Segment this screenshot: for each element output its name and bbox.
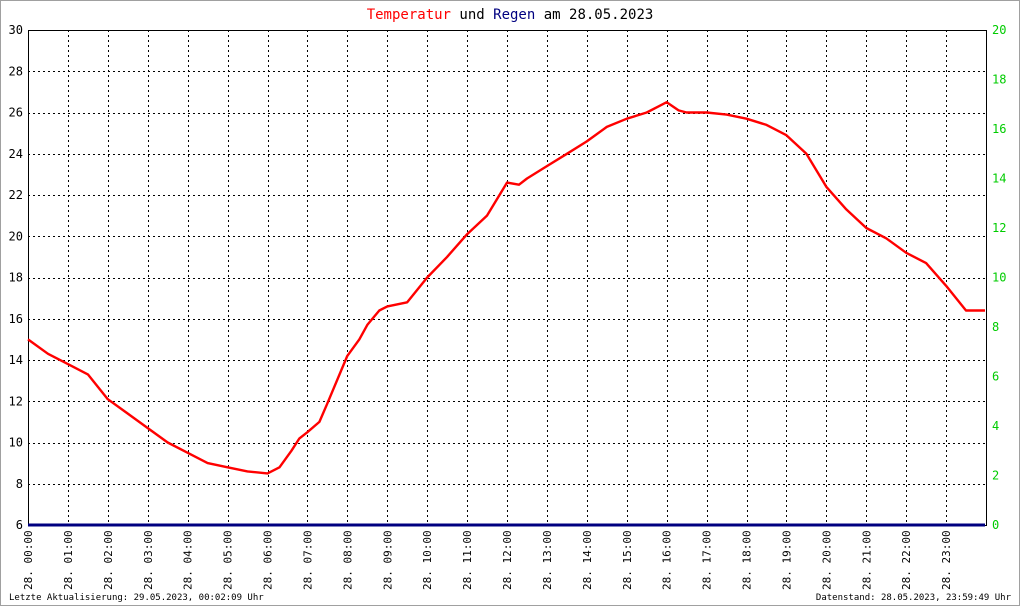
y-right-tick-label: 2 <box>992 469 999 483</box>
x-tick-label: 28. 05:00 <box>222 530 235 590</box>
y-left-tick-label: 8 <box>16 477 23 491</box>
y-right-tick-label: 10 <box>992 271 1006 285</box>
y-right-tick-label: 20 <box>992 23 1006 37</box>
x-tick-label: 28. 10:00 <box>421 530 434 590</box>
y-left-tick-label: 26 <box>9 106 23 120</box>
y-right-tick-label: 14 <box>992 172 1006 186</box>
y-left-tick-label: 30 <box>9 23 23 37</box>
x-tick-label: 28. 15:00 <box>621 530 634 590</box>
x-tick-label: 28. 18:00 <box>741 530 754 590</box>
y-left-tick-label: 18 <box>9 271 23 285</box>
chart-title: Temperatur und Regen am 28.05.2023 <box>367 7 654 23</box>
x-tick-label: 28. 22:00 <box>900 530 913 590</box>
y-left-tick-label: 24 <box>9 147 23 161</box>
x-tick-label: 28. 13:00 <box>541 530 554 590</box>
y-left-tick-label: 28 <box>9 64 23 78</box>
x-tick-label: 28. 07:00 <box>301 530 314 590</box>
left-axis-ticks: 6 8 10 12 14 16 18 20 22 24 26 28 30 <box>9 23 23 532</box>
x-tick-label: 28. 01:00 <box>62 530 75 590</box>
y-left-tick-label: 10 <box>9 436 23 450</box>
title-temperatur: Temperatur <box>367 7 451 23</box>
x-tick-label: 28. 20:00 <box>820 530 833 590</box>
x-tick-label: 28. 23:00 <box>940 530 953 590</box>
y-left-tick-label: 22 <box>9 188 23 202</box>
x-axis-ticks: 28. 00:00 28. 01:00 28. 02:00 28. 03:00 28. … <box>22 530 953 590</box>
title-regen: Regen <box>493 7 535 23</box>
y-left-tick-label: 12 <box>9 394 23 408</box>
y-left-tick-label: 6 <box>16 518 23 532</box>
x-tick-label: 28. 00:00 <box>22 530 35 590</box>
x-tick-label: 28. 03:00 <box>142 530 155 590</box>
y-right-tick-label: 4 <box>992 419 999 433</box>
y-left-tick-label: 20 <box>9 229 23 243</box>
x-tick-label: 28. 12:00 <box>501 530 514 590</box>
x-tick-label: 28. 08:00 <box>341 530 354 590</box>
y-right-tick-label: 12 <box>992 221 1006 235</box>
x-tick-label: 28. 16:00 <box>661 530 674 590</box>
x-tick-label: 28. 04:00 <box>182 530 195 590</box>
y-right-tick-label: 16 <box>992 122 1006 136</box>
temperature-line <box>27 100 985 475</box>
x-tick-label: 28. 11:00 <box>461 530 474 590</box>
footer-last-update: Letzte Aktualisierung: 29.05.2023, 00:02… <box>9 593 264 603</box>
right-axis-ticks: 0 2 4 6 8 10 12 14 16 18 20 <box>992 23 1006 532</box>
y-left-tick-label: 14 <box>9 353 23 367</box>
x-tick-label: 28. 17:00 <box>701 530 714 590</box>
y-right-tick-label: 18 <box>992 73 1006 87</box>
x-tick-label: 28. 02:00 <box>102 530 115 590</box>
x-tick-label: 28. 21:00 <box>860 530 873 590</box>
y-right-tick-label: 6 <box>992 370 999 384</box>
x-tick-label: 28. 06:00 <box>262 530 275 590</box>
footer-data-timestamp: Datenstand: 28.05.2023, 23:59:49 Uhr <box>815 593 1011 603</box>
x-tick-label: 28. 09:00 <box>381 530 394 590</box>
y-left-tick-label: 16 <box>9 312 23 326</box>
title-und: und <box>451 7 493 23</box>
title-date: am 28.05.2023 <box>535 7 653 23</box>
x-tick-label: 28. 19:00 <box>780 530 793 590</box>
series-layer <box>27 100 985 527</box>
y-right-tick-label: 0 <box>992 518 999 532</box>
x-tick-label: 28. 14:00 <box>581 530 594 590</box>
y-right-tick-label: 8 <box>992 320 999 334</box>
